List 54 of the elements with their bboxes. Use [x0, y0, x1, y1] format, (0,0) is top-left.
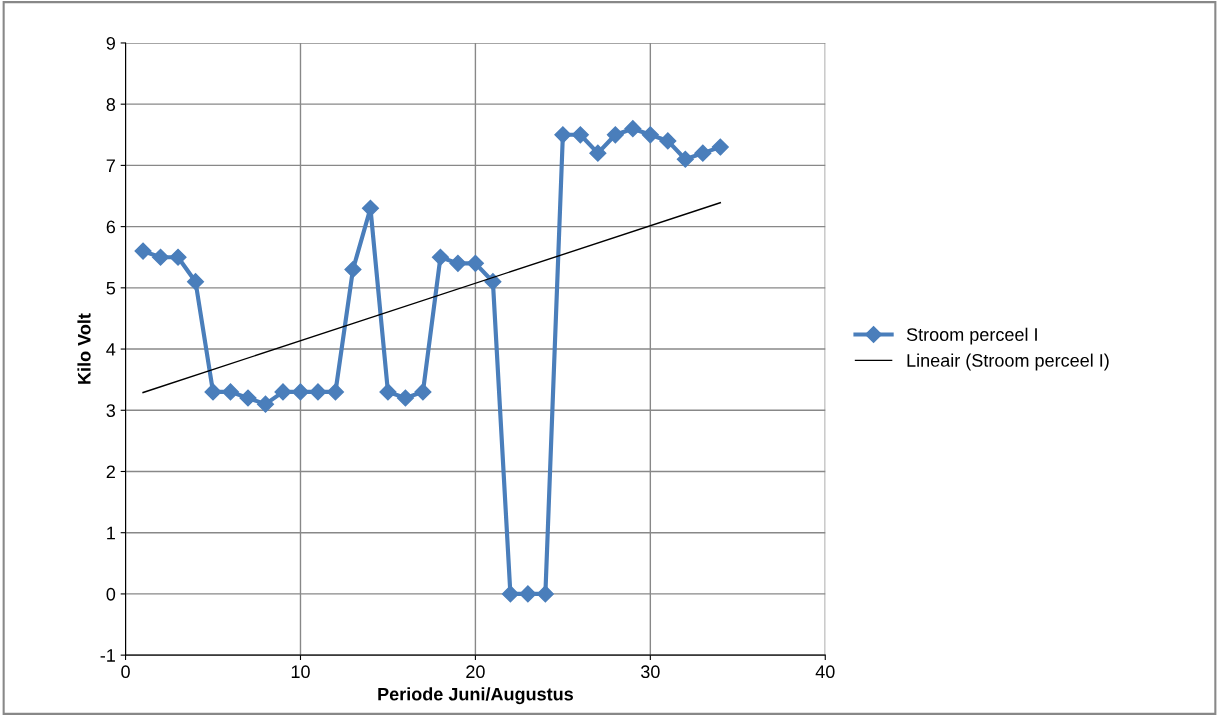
x-axis-title: Periode Juni/Augustus: [378, 687, 573, 705]
point: [204, 383, 222, 401]
point: [624, 120, 642, 138]
point: [151, 248, 170, 266]
point: [326, 383, 345, 401]
point: [414, 383, 432, 401]
y-tick-label: -1: [100, 649, 115, 662]
point: [694, 144, 712, 162]
point: [221, 383, 240, 401]
point: [571, 126, 589, 144]
point: [466, 254, 484, 272]
point: [484, 273, 502, 291]
x-tick-label: 10: [291, 665, 310, 679]
point: [659, 132, 677, 150]
y-tick-label: 3: [106, 404, 116, 417]
legend-label: Lineair (Stroom perceel I): [907, 353, 1109, 371]
y-tick-label: 2: [106, 465, 115, 479]
point: [361, 199, 380, 217]
y-tick-label: 7: [106, 159, 115, 172]
point: [309, 383, 327, 401]
x-tick-label: 40: [815, 665, 835, 679]
point: [344, 260, 362, 279]
point: [274, 383, 292, 401]
point: [396, 389, 414, 407]
y-tick-label: 6: [106, 220, 116, 234]
x-tick-label: 30: [640, 665, 660, 679]
point: [554, 126, 572, 144]
y-tick-label: 5: [106, 281, 116, 295]
point: [431, 248, 449, 266]
point: [256, 395, 275, 413]
point: [379, 383, 397, 401]
point: [711, 138, 729, 156]
point: [676, 150, 694, 168]
point: [291, 383, 310, 401]
legend-label: Stroom perceel I: [906, 327, 1037, 345]
y-tick-label: 8: [106, 98, 116, 111]
point: [519, 585, 537, 603]
point: [606, 126, 624, 144]
x-tick-label: 20: [466, 665, 485, 679]
point: [169, 248, 187, 266]
point: [589, 144, 607, 162]
y-tick-label: 4: [106, 343, 116, 356]
y-tick-label: 0: [106, 587, 116, 601]
point: [134, 242, 152, 260]
point: [501, 585, 519, 603]
point: [186, 273, 205, 291]
y-tick-label: 9: [106, 36, 115, 50]
x-tick-label: 0: [121, 665, 130, 679]
point: [449, 254, 467, 272]
point: [641, 126, 659, 144]
y-tick-label: 1: [107, 526, 115, 540]
point: [536, 585, 554, 603]
point: [239, 389, 257, 407]
y-axis-title: Kilo Volt: [77, 313, 91, 384]
